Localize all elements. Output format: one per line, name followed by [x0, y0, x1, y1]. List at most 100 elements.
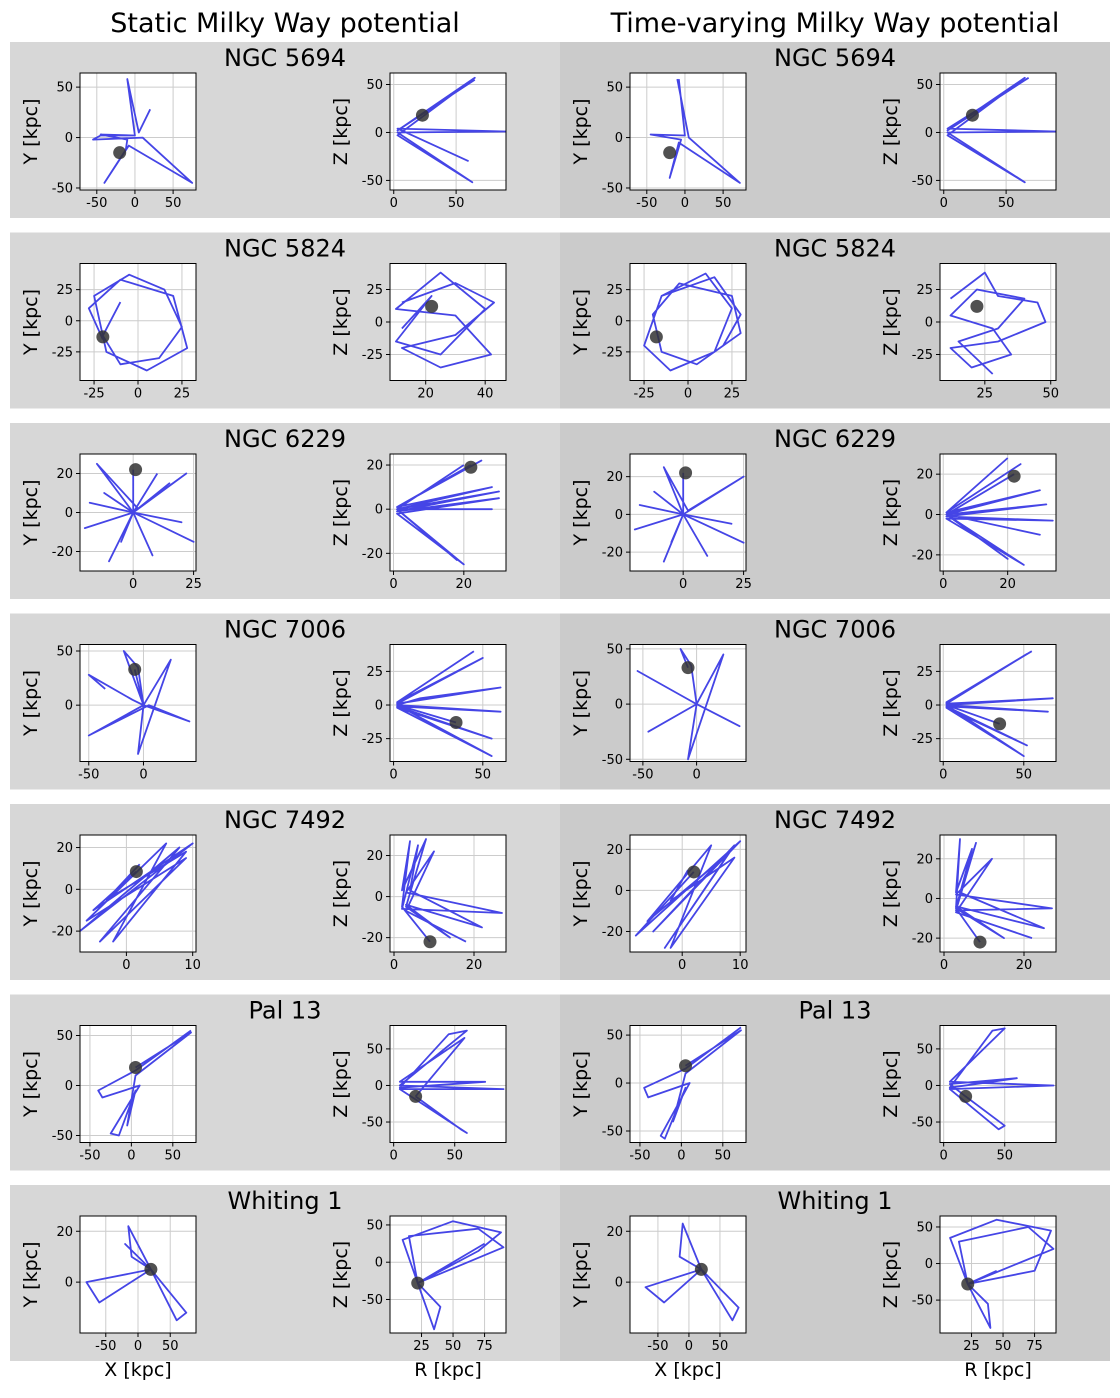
- current-position-marker: [423, 935, 437, 949]
- x-tick-label: 0: [129, 577, 137, 592]
- x-tick-label: 75: [1026, 1339, 1043, 1354]
- y-tick-label: 0: [65, 1079, 73, 1094]
- current-position-marker: [113, 146, 127, 160]
- y-axis-label: Z [kpc]: [330, 479, 352, 546]
- x-tick-label: 25: [724, 387, 741, 402]
- rz-subplot: 25 50 75 -50 0 50 Z [kpc] R [kpc]: [330, 1215, 507, 1381]
- x-tick-label: 50: [162, 1339, 179, 1354]
- x-tick-label: 0: [677, 1149, 685, 1164]
- current-position-marker: [694, 1262, 708, 1276]
- x-tick-label: 0: [122, 958, 130, 973]
- x-tick-label: 50: [475, 768, 492, 783]
- xy-subplot: -50 0 -50 0 50 Y [kpc]: [570, 642, 747, 783]
- x-tick-label: 20: [466, 958, 483, 973]
- panel-0-1: NGC 5694 -50 0 50 -50 0 50 Y [kpc] 0 50 -50 0 50 Z [k…: [560, 42, 1110, 218]
- y-tick-label: 0: [615, 131, 623, 146]
- x-tick-label: 0: [685, 1339, 693, 1354]
- current-position-marker: [411, 1276, 425, 1290]
- panel-0-0: NGC 5694 -50 0 50 -50 0 50 Y [kpc] 0 50 -50 0 50 Z [k…: [10, 42, 560, 218]
- y-tick-label: 50: [916, 78, 933, 93]
- x-tick-label: 25: [413, 1339, 430, 1354]
- orbit-line: [649, 78, 741, 184]
- y-tick-label: -20: [912, 548, 933, 563]
- y-axis-label: Y [kpc]: [570, 289, 592, 356]
- column-title-time-varying: Time-varying Milky Way potential: [610, 8, 1060, 39]
- xy-subplot: -50 0 50 0 20 Y [kpc] X [kpc]: [20, 1215, 197, 1381]
- y-axis-label: Z [kpc]: [880, 479, 902, 546]
- x-tick-label: 10: [732, 958, 749, 973]
- xy-subplot: -25 0 25 -25 0 25 Y [kpc]: [20, 263, 197, 402]
- y-tick-label: 25: [916, 283, 933, 298]
- x-axis-label: R [kpc]: [964, 1359, 1032, 1381]
- panel-4-1: NGC 7492 0 10 -20 0 20 Y [kpc] 0 20 -20 0 20 Z [kpc]: [560, 804, 1110, 980]
- panel-4-0: NGC 7492 0 10 -20 0 20 Y [kpc] 0 20 -20 0 20 Z [kpc]: [10, 804, 560, 980]
- current-position-marker: [425, 299, 439, 313]
- current-position-marker: [129, 865, 143, 879]
- current-position-marker: [663, 146, 677, 160]
- object-name: NGC 5824: [774, 235, 896, 263]
- y-tick-label: 20: [606, 1225, 623, 1240]
- orbit-line: [396, 650, 502, 757]
- panel-3-0: NGC 7006 -50 0 0 50 Y [kpc] 0 50 -25 0 25 Z [kpc]: [10, 613, 560, 790]
- y-tick-label: 0: [925, 892, 933, 907]
- panel-1-1: NGC 5824 -25 0 25 -25 0 25 Y [kpc] 25 50 -25 0 25 Z […: [560, 232, 1110, 409]
- rz-subplot: 0 20 -20 0 20 Z [kpc]: [330, 834, 507, 973]
- plot-area: [390, 1216, 506, 1333]
- x-tick-label: 20: [1016, 958, 1033, 973]
- x-tick-label: 50: [445, 1339, 462, 1354]
- y-tick-label: 0: [375, 699, 383, 714]
- plot-frame: [389, 72, 507, 191]
- x-tick-label: 50: [715, 1149, 732, 1164]
- y-tick-label: 0: [615, 1276, 623, 1291]
- current-position-marker: [128, 662, 142, 676]
- y-tick-label: -20: [362, 931, 383, 946]
- y-tick-label: -20: [52, 925, 73, 940]
- x-axis-label: R [kpc]: [414, 1359, 482, 1381]
- x-tick-label: 0: [127, 1149, 135, 1164]
- orbit-line: [87, 650, 191, 755]
- y-tick-label: 0: [65, 883, 73, 898]
- x-tick-label: 25: [735, 577, 752, 592]
- plot-frame: [79, 1025, 197, 1143]
- plot-frame: [629, 1025, 747, 1143]
- x-tick-label: 50: [1042, 387, 1059, 402]
- y-tick-label: 50: [606, 81, 623, 96]
- object-name: Pal 13: [249, 997, 322, 1025]
- y-tick-label: -20: [52, 545, 73, 560]
- plot-frame: [939, 453, 1057, 572]
- current-position-marker: [687, 865, 701, 879]
- y-tick-label: 50: [56, 81, 73, 96]
- y-tick-label: -20: [602, 546, 623, 561]
- y-axis-label: Z [kpc]: [330, 98, 352, 165]
- y-tick-label: 25: [366, 665, 383, 680]
- x-tick-label: 50: [712, 1339, 729, 1354]
- x-tick-label: 25: [174, 387, 191, 402]
- y-tick-label: 0: [925, 699, 933, 714]
- x-tick-label: 10: [184, 958, 201, 973]
- orbit-line: [401, 1220, 505, 1331]
- y-axis-label: Z [kpc]: [330, 1241, 352, 1308]
- current-position-marker: [449, 716, 463, 729]
- y-tick-label: -20: [362, 547, 383, 562]
- current-position-marker: [973, 935, 987, 949]
- x-tick-label: -25: [83, 387, 104, 402]
- y-tick-label: 0: [925, 1079, 933, 1094]
- x-tick-label: 25: [185, 577, 202, 592]
- current-position-marker: [959, 1089, 973, 1103]
- y-tick-label: -50: [912, 174, 933, 189]
- x-tick-label: 0: [679, 577, 687, 592]
- current-position-marker: [679, 1059, 693, 1073]
- orbit-line: [97, 1029, 192, 1137]
- x-tick-label: 0: [940, 958, 948, 973]
- current-position-marker: [409, 1089, 423, 1103]
- plot-frame: [939, 72, 1057, 191]
- plot-frame: [939, 644, 1057, 762]
- orbit-line: [955, 838, 1053, 943]
- x-tick-label: -50: [79, 1149, 100, 1164]
- x-tick-label: -50: [629, 1149, 650, 1164]
- x-tick-label: 0: [692, 768, 700, 783]
- y-tick-label: -25: [362, 348, 383, 363]
- rz-subplot: 0 50 -50 0 50 Z [kpc]: [880, 1025, 1057, 1164]
- x-tick-label: -50: [636, 196, 657, 211]
- x-tick-label: 0: [390, 196, 398, 211]
